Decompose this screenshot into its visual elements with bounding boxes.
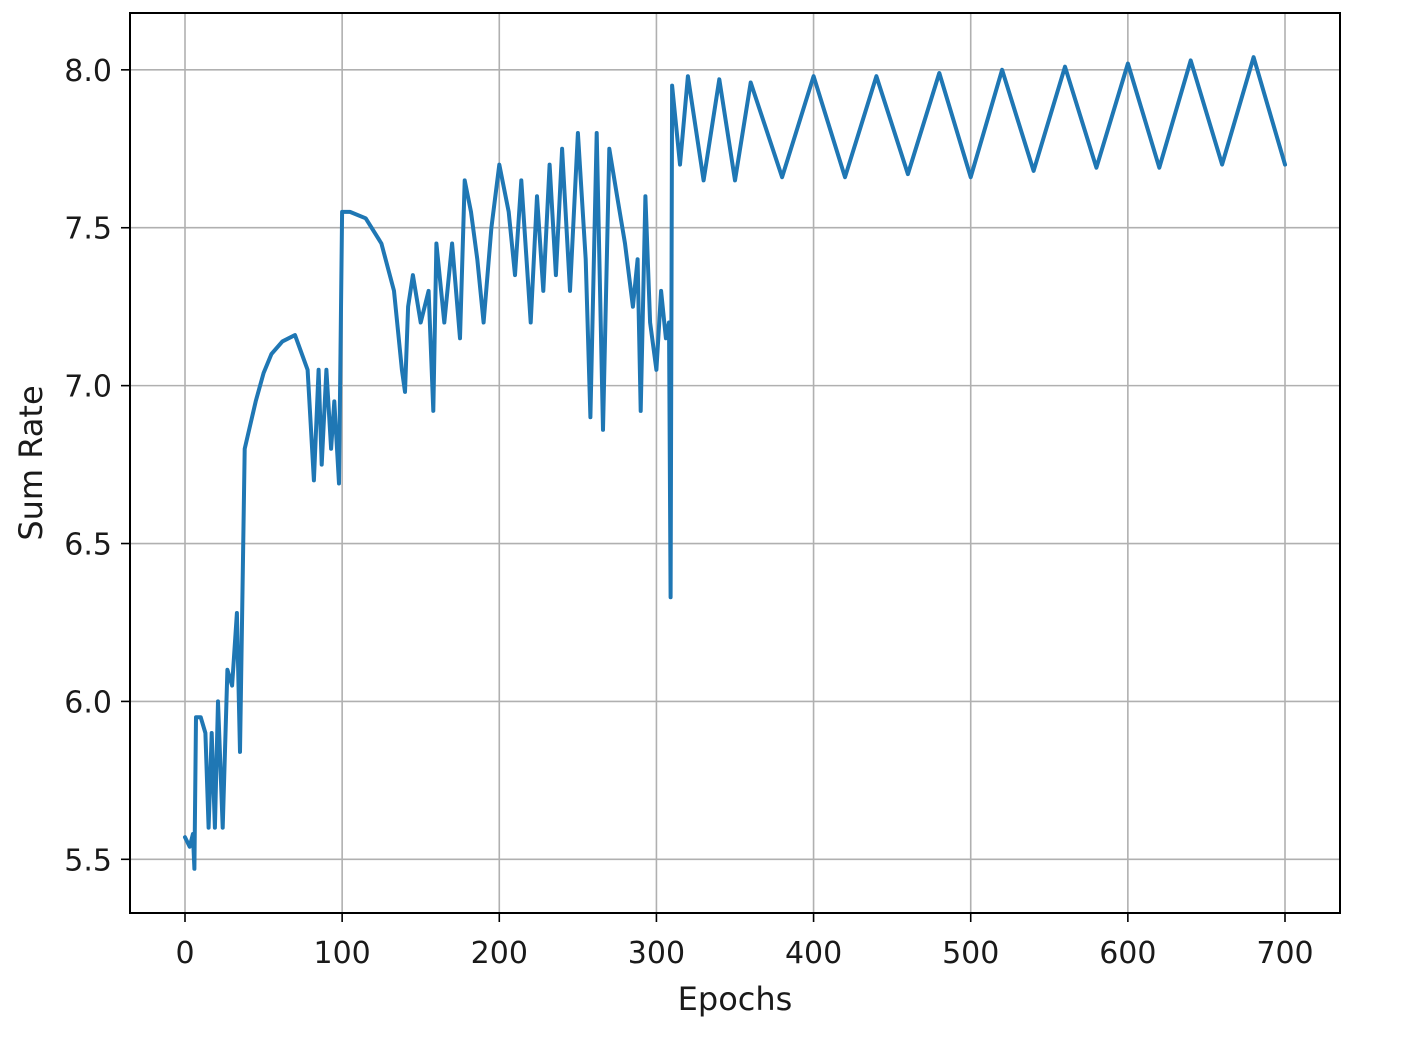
grid-lines	[130, 13, 1340, 913]
x-tick-label: 400	[785, 936, 842, 971]
y-tick-label: 8.0	[64, 54, 112, 89]
x-tick-label: 300	[628, 936, 685, 971]
x-tick-label: 500	[942, 936, 999, 971]
x-axis-label: Epochs	[678, 980, 793, 1018]
y-tick-label: 6.5	[64, 528, 112, 563]
y-tick-label: 7.5	[64, 212, 112, 247]
y-axis-label: Sum Rate	[12, 385, 50, 540]
x-tick-label: 100	[314, 936, 371, 971]
ticks: 0 100 200 300 400 500 600 700 5.5 6.0 6.5 7.0 7.5 8.0	[64, 54, 1313, 971]
y-tick-label: 5.5	[64, 843, 112, 878]
series-line-0	[183, 55, 1287, 871]
x-tick-label: 0	[175, 936, 194, 971]
y-tick-label: 6.0	[64, 685, 112, 720]
x-tick-label: 600	[1099, 936, 1156, 971]
y-tick-label: 7.0	[64, 370, 112, 405]
axes-frame	[129, 12, 1341, 914]
series-lines	[183, 55, 1287, 871]
x-tick-label: 700	[1256, 936, 1313, 971]
x-tick-label: 200	[471, 936, 528, 971]
